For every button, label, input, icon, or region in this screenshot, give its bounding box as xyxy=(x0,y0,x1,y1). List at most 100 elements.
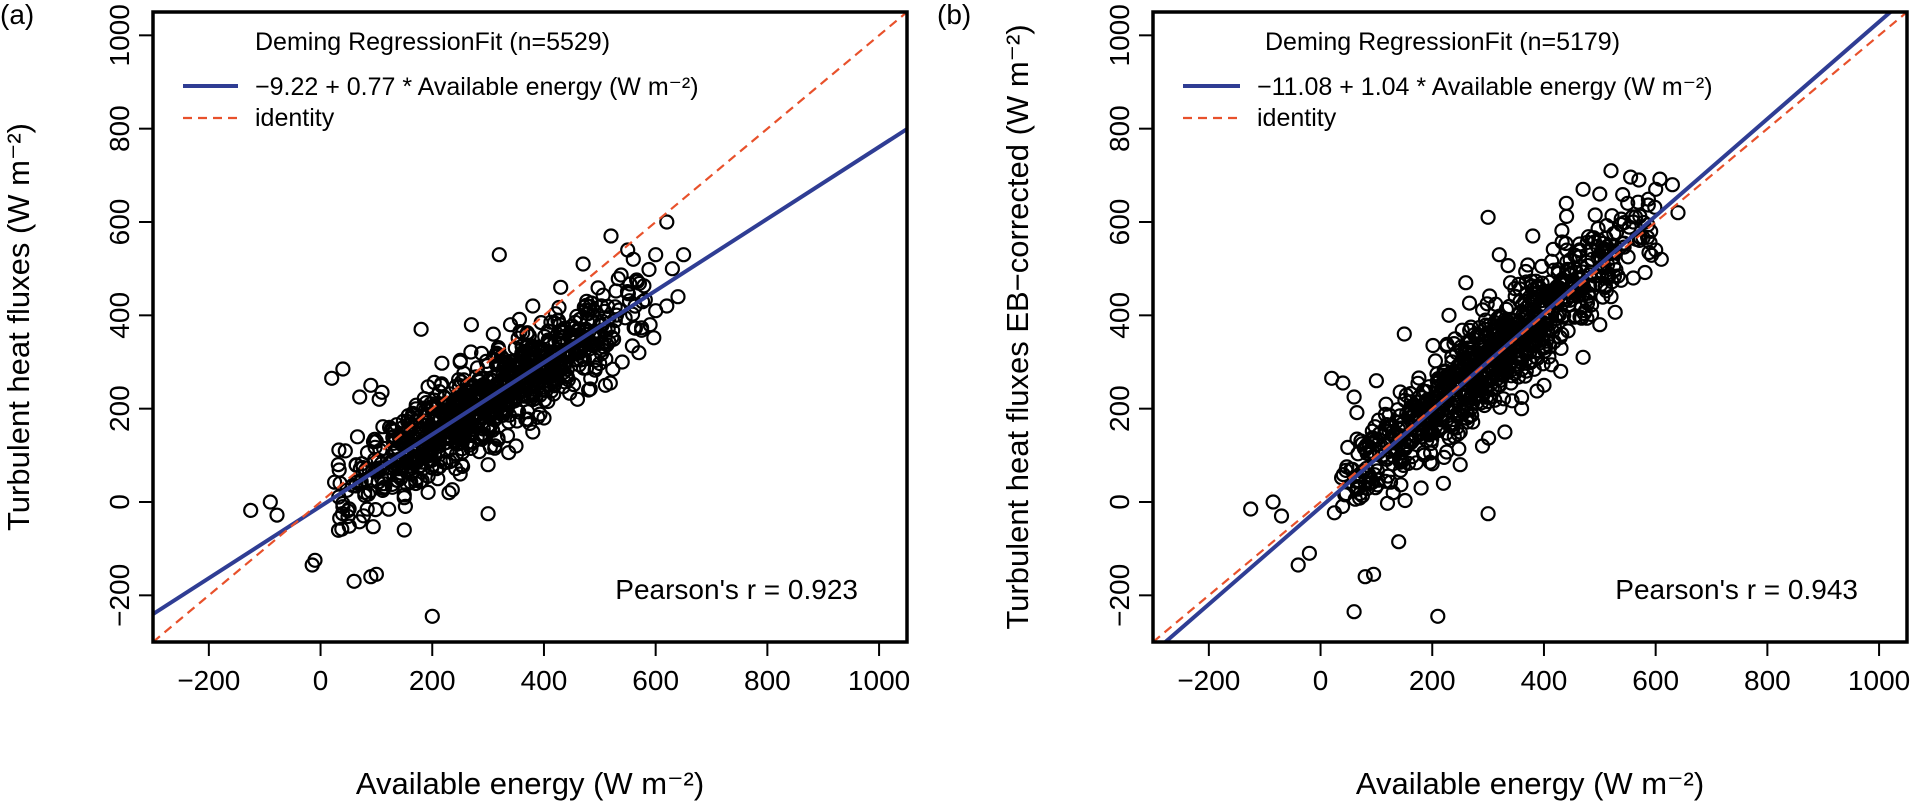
panel-b-y-tick-label: 1000 xyxy=(1104,4,1135,66)
panel-b-x-tick-label: 400 xyxy=(1521,665,1568,696)
panel-b-regression-line xyxy=(1162,12,1894,642)
panel-b-y-tick-label: 800 xyxy=(1104,105,1135,152)
panel-a-data-point xyxy=(633,320,650,336)
panel-b-data-point xyxy=(1448,345,1465,361)
panel-a-data-point xyxy=(386,435,402,451)
panel-b-data-point xyxy=(1425,337,1441,354)
panel-b-data-point xyxy=(1435,475,1452,491)
panel-b-data-point xyxy=(1365,434,1381,450)
panel-b-x-tick-label: 0 xyxy=(1313,665,1329,696)
panel-a-data-point xyxy=(374,384,390,400)
panel-a-data-point xyxy=(579,313,596,329)
panel-b-data-point xyxy=(1550,283,1567,299)
panel-a-data-point xyxy=(441,431,457,447)
panel-b-data-point xyxy=(1517,293,1533,310)
panel-b: (b) −200 0 200 400 600 800 1000 −200 0 200 400 600… xyxy=(937,0,1910,801)
panel-b-data-point xyxy=(1449,363,1466,379)
panel-a-data-point xyxy=(357,484,373,500)
panel-a-data-point xyxy=(518,345,534,361)
panel-a-data-point xyxy=(532,406,548,422)
panel-b-data-point xyxy=(1396,326,1412,342)
panel-b-data-point xyxy=(1603,289,1619,305)
panel-b-data-point xyxy=(1474,302,1491,318)
panel-a-data-point xyxy=(575,256,591,272)
panel-b-legend: Deming RegressionFit (n=5179) −11.08 + 1… xyxy=(1183,28,1713,132)
panel-a-data-point xyxy=(441,416,457,432)
panel-a-data-point xyxy=(675,247,692,263)
panel-a-data-point xyxy=(359,501,375,517)
panel-a-data-point xyxy=(525,298,541,314)
panel-b-y-tick-label: 600 xyxy=(1104,199,1135,246)
panel-a-data-point xyxy=(549,372,565,388)
panel-b-data-point xyxy=(1640,197,1656,213)
panel-b-data-point xyxy=(1346,389,1362,405)
panel-a-data-point xyxy=(396,487,412,503)
panel-b-data-point xyxy=(1560,323,1576,339)
panel-b-data-point xyxy=(1554,234,1570,250)
panel-b-data-point xyxy=(1363,475,1379,491)
panel-a-x-tick-label: −200 xyxy=(177,665,240,696)
panel-a-data-point xyxy=(511,383,527,399)
panel-a-data-point xyxy=(480,418,496,434)
panel-a-data-point xyxy=(423,428,439,444)
panel-a-data-point xyxy=(502,317,519,333)
panel-a-data-point xyxy=(605,331,622,347)
panel-b-data-point xyxy=(1558,208,1575,224)
panel-a-x-tick-label: 200 xyxy=(409,665,456,696)
panel-a-data-point xyxy=(535,342,551,358)
panel-b-data-point xyxy=(1480,506,1496,522)
panel-a-data-point xyxy=(452,354,468,370)
panel-a-data-point xyxy=(620,285,636,301)
panel-b-data-point xyxy=(1427,353,1444,369)
panel-b-data-point xyxy=(1417,395,1433,411)
panel-b-y-axis: −200 0 200 400 600 800 1000 xyxy=(1104,4,1153,627)
panel-a-data-point xyxy=(453,394,469,410)
panel-a-data-point xyxy=(375,419,391,435)
panel-b-data-point xyxy=(1573,310,1590,326)
panel-a-data-point xyxy=(508,438,524,454)
panel-b-data-point xyxy=(1478,389,1495,405)
panel-b-data-point xyxy=(1335,467,1351,483)
panel-a-data-point xyxy=(444,482,460,498)
panel-b-data-point xyxy=(1368,373,1385,389)
panel-a-legend: Deming RegressionFit (n=5529) −9.22 + 0.… xyxy=(183,28,699,132)
panel-b-x-tick-label: 600 xyxy=(1632,665,1679,696)
panel-a-data-point xyxy=(451,422,467,438)
panel-b-x-axis: −200 0 200 400 600 800 1000 xyxy=(1177,642,1910,696)
panel-b-data-point xyxy=(1424,456,1440,472)
panel-b-x-tick-label: 800 xyxy=(1744,665,1791,696)
panel-b-data-point xyxy=(1491,247,1507,263)
panel-b-pearson-r: Pearson's r = 0.943 xyxy=(1615,574,1858,605)
panel-a-data-point xyxy=(594,342,611,358)
panel-b-data-point xyxy=(1492,399,1508,415)
panel-b-data-point xyxy=(1379,451,1395,467)
panel-b-data-point xyxy=(1579,257,1596,274)
panel-a-data-point xyxy=(530,367,546,384)
panel-b-data-point xyxy=(1562,252,1578,268)
panel-b-data-point xyxy=(1468,328,1485,344)
panel-b-data-point xyxy=(1497,424,1513,440)
panel-a-data-point xyxy=(641,261,657,278)
panel-b-data-point xyxy=(1517,333,1533,349)
panel-b-data-point xyxy=(1592,186,1608,202)
panel-a-data-point xyxy=(351,514,368,530)
panel-a-data-point xyxy=(491,247,507,263)
panel-a-data-point xyxy=(631,275,648,291)
panel-b-data-point xyxy=(1428,412,1444,428)
panel-b-data-point xyxy=(1393,477,1409,493)
panel-a-data-point xyxy=(424,459,440,476)
panel-b-data-point xyxy=(1513,401,1530,417)
panel-a-data-point xyxy=(449,446,465,462)
panel-b-data-point xyxy=(1571,249,1588,265)
panel-b-data-point xyxy=(1334,498,1351,514)
panel-b-data-point xyxy=(1536,377,1552,393)
panel-a-data-point xyxy=(613,267,629,283)
panel-b-data-point xyxy=(1346,604,1362,620)
panel-a-data-point xyxy=(307,552,323,568)
panel-b-data-point xyxy=(1438,389,1454,405)
panel-b-data-point xyxy=(1591,232,1607,248)
panel-a-data-point xyxy=(489,345,505,361)
panel-a-data-point xyxy=(436,389,452,405)
panel-a-data-point xyxy=(587,362,603,378)
panel-b-data-point xyxy=(1430,423,1446,439)
